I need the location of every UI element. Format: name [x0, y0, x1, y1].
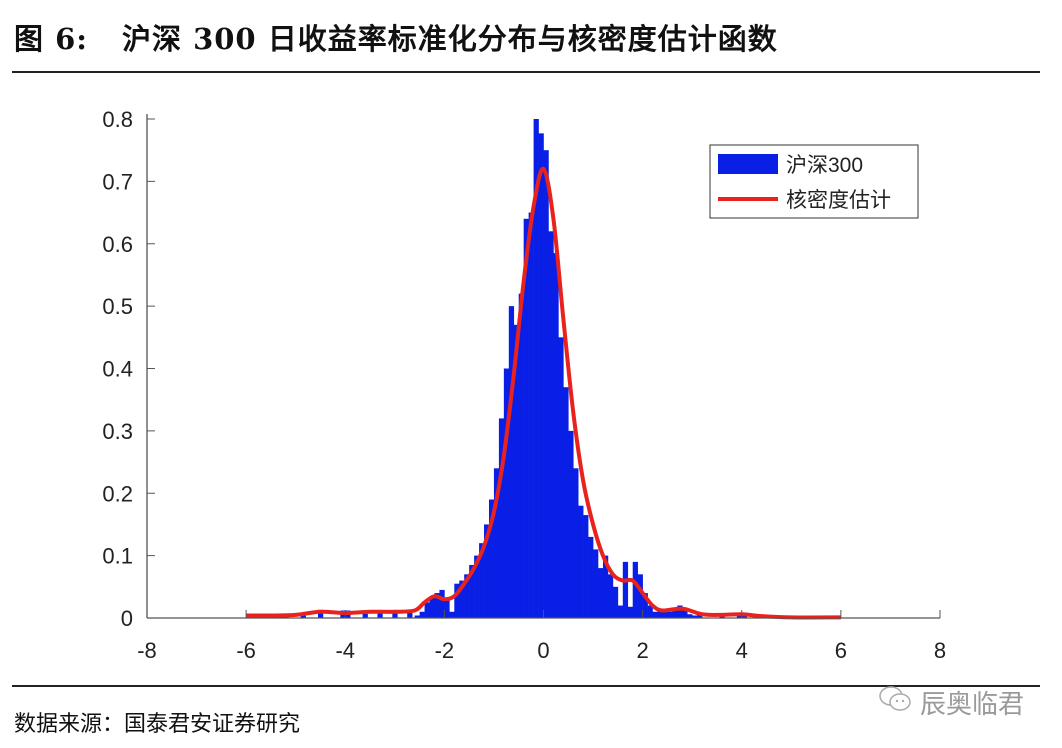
histogram-bar — [459, 580, 465, 618]
x-tick-label: 0 — [537, 638, 549, 663]
histogram-bar — [682, 610, 688, 618]
watermark: 辰奥临君 — [878, 684, 1024, 721]
histogram-bar — [558, 337, 564, 618]
histogram-bar — [662, 610, 668, 618]
y-tick-label: 0 — [121, 606, 133, 631]
histogram-bar — [607, 574, 614, 618]
histogram-bar — [543, 150, 549, 618]
histogram-bar — [687, 614, 693, 618]
histogram-bar — [474, 555, 480, 618]
bottom-rule — [12, 685, 1040, 687]
axes: -8 -6 -4 -2 0 2 4 6 8 0 0.1 0.2 0.3 0.4 0.5 0.6 0.7 0.8 — [102, 107, 946, 663]
histogram-bar — [617, 605, 624, 618]
histogram-bar — [317, 609, 324, 618]
histogram-bar — [429, 596, 435, 618]
histogram-bar — [538, 133, 544, 618]
histogram-bar — [513, 324, 520, 618]
x-tick-label: 8 — [934, 638, 946, 663]
histogram-bar — [469, 564, 475, 618]
y-tick-label: 0.5 — [102, 294, 133, 319]
histogram-bar — [377, 611, 383, 618]
figure-label: 图 6: — [14, 22, 88, 56]
histogram-bar — [652, 611, 658, 618]
y-tick-label: 0.3 — [102, 419, 133, 444]
x-tick-label: -4 — [335, 638, 355, 663]
histogram-bar — [488, 499, 495, 618]
histogram-bar — [563, 387, 569, 618]
y-tick-label: 0.6 — [102, 232, 133, 257]
kde-line — [246, 166, 841, 620]
histogram-bar — [568, 430, 574, 618]
histogram-bar — [642, 593, 648, 618]
histogram-bar — [588, 536, 594, 618]
histogram-bar — [612, 586, 619, 618]
y-tick-label: 0.8 — [102, 107, 133, 132]
histogram-bar — [419, 611, 425, 618]
top-rule — [12, 71, 1040, 73]
histogram-bar — [632, 561, 638, 618]
y-tick-label: 0.2 — [102, 481, 133, 506]
histogram-bar — [484, 524, 490, 618]
x-tick-label: -2 — [435, 638, 455, 663]
y-tick-label: 0.1 — [102, 544, 133, 569]
histogram-bar — [528, 212, 534, 618]
legend-label-kde: 核密度估计 — [786, 189, 891, 212]
histogram-bar — [548, 231, 554, 618]
legend-swatch-histogram — [718, 154, 778, 174]
histogram-bar — [677, 605, 683, 618]
histogram-bar — [454, 583, 460, 618]
histogram-bar — [503, 368, 510, 618]
histogram-bar — [414, 615, 420, 618]
y-tick-label: 0.7 — [102, 169, 133, 194]
x-tick-label: -6 — [236, 638, 256, 663]
histogram-bar — [493, 468, 500, 618]
histogram-bar — [622, 561, 629, 618]
watermark-text: 辰奥临君 — [920, 690, 1025, 720]
histogram-bar — [578, 505, 584, 618]
histogram-bar — [464, 574, 470, 618]
histogram-bar — [692, 615, 698, 618]
histogram-bar — [627, 606, 634, 618]
histogram-bar — [602, 555, 609, 618]
figure-title-text: 沪深 300 日收益率标准化分布与核密度估计函数 — [121, 22, 778, 56]
histogram-bar — [392, 611, 398, 618]
legend-label-histogram: 沪深300 — [786, 154, 863, 177]
histogram-bar — [553, 253, 559, 618]
histogram-bar — [518, 293, 524, 618]
histogram-bar — [362, 611, 368, 618]
histogram-bar — [444, 599, 450, 618]
y-tick-label: 0.4 — [102, 357, 133, 382]
histogram-bar — [697, 614, 703, 618]
histogram-bar — [672, 610, 678, 618]
histogram-bar — [434, 593, 440, 618]
histogram-bar — [300, 614, 306, 618]
x-tick-label: 6 — [835, 638, 847, 663]
x-tick-label: -8 — [137, 638, 157, 663]
histogram-bar — [533, 119, 539, 618]
source-note: 数据来源：国泰君安证券研究 — [14, 712, 301, 737]
histogram-bar — [424, 602, 430, 618]
histogram-bar — [598, 568, 604, 618]
histogram-bar — [657, 610, 663, 618]
histogram-bars — [246, 119, 748, 619]
histogram-bar — [449, 611, 455, 618]
figure-title: 图 6: 沪深 300 日收益率标准化分布与核密度估计函数 — [14, 16, 778, 58]
histogram-bar — [479, 543, 485, 618]
histogram-bar — [498, 418, 505, 618]
histogram-bar — [439, 589, 445, 618]
wechat-icon — [878, 684, 914, 721]
histogram-bar — [667, 611, 673, 618]
histogram-bar — [407, 610, 413, 618]
histogram-bar — [637, 574, 643, 618]
legend: 沪深300 核密度估计 — [709, 144, 919, 219]
histogram-bar — [573, 468, 579, 618]
histogram-bar — [583, 515, 589, 618]
histogram-bar — [593, 549, 599, 618]
histogram-bar — [508, 306, 515, 618]
x-tick-label: 4 — [736, 638, 748, 663]
histogram-bar — [647, 605, 653, 618]
x-tick-label: 2 — [637, 638, 649, 663]
histogram-bar — [523, 218, 529, 619]
